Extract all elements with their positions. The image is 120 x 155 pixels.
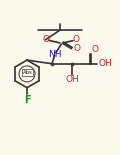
- Text: O: O: [42, 35, 49, 44]
- Text: NH: NH: [48, 50, 62, 59]
- Text: O: O: [72, 35, 79, 44]
- Text: Abs: Abs: [23, 70, 33, 75]
- Text: O: O: [91, 44, 98, 53]
- Text: O: O: [73, 44, 80, 53]
- Text: F: F: [24, 95, 30, 105]
- Text: OH: OH: [66, 75, 79, 84]
- Text: OH: OH: [98, 59, 112, 68]
